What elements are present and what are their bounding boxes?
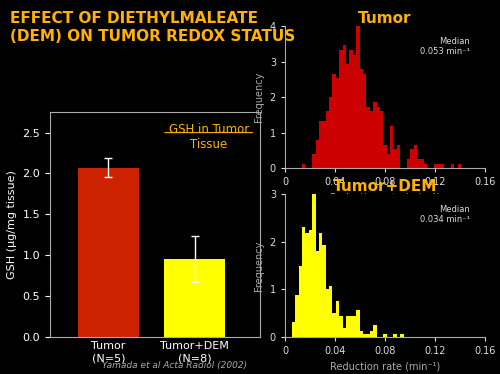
Bar — [441, 163, 444, 168]
Bar — [390, 126, 394, 168]
Bar — [302, 163, 306, 168]
Bar — [420, 159, 424, 168]
Bar — [312, 154, 316, 168]
Bar — [319, 233, 322, 337]
Bar — [360, 69, 363, 168]
Bar — [370, 111, 373, 168]
Bar — [417, 159, 420, 168]
Bar — [326, 111, 329, 168]
Bar — [407, 159, 410, 168]
Bar — [353, 55, 356, 168]
Bar — [458, 163, 462, 168]
Bar — [292, 322, 295, 337]
Bar — [336, 78, 339, 168]
Bar — [339, 316, 342, 337]
Bar — [302, 227, 306, 337]
Bar — [394, 149, 397, 168]
X-axis label: Reduction rate (min⁻¹): Reduction rate (min⁻¹) — [330, 193, 440, 203]
Bar — [373, 102, 376, 168]
Bar — [380, 111, 384, 168]
Bar — [451, 163, 454, 168]
Bar — [360, 331, 363, 337]
Bar — [298, 266, 302, 337]
Bar — [164, 259, 225, 337]
Bar — [363, 334, 366, 337]
Bar — [434, 163, 438, 168]
Bar — [410, 149, 414, 168]
Bar — [438, 163, 441, 168]
Bar — [414, 145, 417, 168]
Bar — [78, 168, 138, 337]
Bar — [306, 233, 308, 337]
Bar — [394, 334, 397, 337]
Bar — [353, 316, 356, 337]
Title: Tumor+DEM: Tumor+DEM — [333, 180, 437, 194]
X-axis label: Reduction rate (min⁻¹): Reduction rate (min⁻¹) — [330, 361, 440, 371]
Bar — [308, 230, 312, 337]
Bar — [424, 163, 428, 168]
Y-axis label: Frequency: Frequency — [254, 72, 264, 122]
Bar — [319, 121, 322, 168]
Bar — [350, 316, 353, 337]
Bar — [329, 286, 332, 337]
Bar — [376, 107, 380, 168]
Bar — [339, 50, 342, 168]
Text: Yamada et al Acta Radiol (2002): Yamada et al Acta Radiol (2002) — [102, 361, 248, 370]
Bar — [373, 325, 376, 337]
Bar — [332, 313, 336, 337]
Y-axis label: GSH (μg/mg tissue): GSH (μg/mg tissue) — [7, 170, 17, 279]
Bar — [322, 121, 326, 168]
Bar — [295, 295, 298, 337]
Bar — [363, 74, 366, 168]
Bar — [384, 145, 386, 168]
Y-axis label: Frequency: Frequency — [254, 240, 264, 291]
Bar — [400, 334, 404, 337]
Bar — [356, 26, 360, 168]
Bar — [370, 331, 373, 337]
Bar — [326, 289, 329, 337]
Bar — [312, 194, 316, 337]
Bar — [366, 334, 370, 337]
Bar — [397, 145, 400, 168]
Text: EFFECT OF DIETHYLMALEATE
(DEM) ON TUMOR REDOX STATUS: EFFECT OF DIETHYLMALEATE (DEM) ON TUMOR … — [10, 11, 295, 44]
Text: GSH in Tumor
Tissue: GSH in Tumor Tissue — [168, 123, 249, 151]
Text: Median
0.034 min⁻¹: Median 0.034 min⁻¹ — [420, 205, 470, 224]
Bar — [356, 310, 360, 337]
Bar — [350, 50, 353, 168]
Bar — [346, 316, 350, 337]
Bar — [386, 154, 390, 168]
Bar — [336, 301, 339, 337]
Text: Median
0.053 min⁻¹: Median 0.053 min⁻¹ — [420, 37, 470, 56]
Bar — [346, 64, 350, 168]
Bar — [329, 97, 332, 168]
Bar — [322, 245, 326, 337]
Bar — [332, 74, 336, 168]
Bar — [366, 107, 370, 168]
Bar — [316, 140, 319, 168]
Bar — [342, 45, 346, 168]
Bar — [342, 328, 346, 337]
Bar — [384, 334, 386, 337]
Bar — [316, 251, 319, 337]
Title: Tumor: Tumor — [358, 11, 412, 26]
